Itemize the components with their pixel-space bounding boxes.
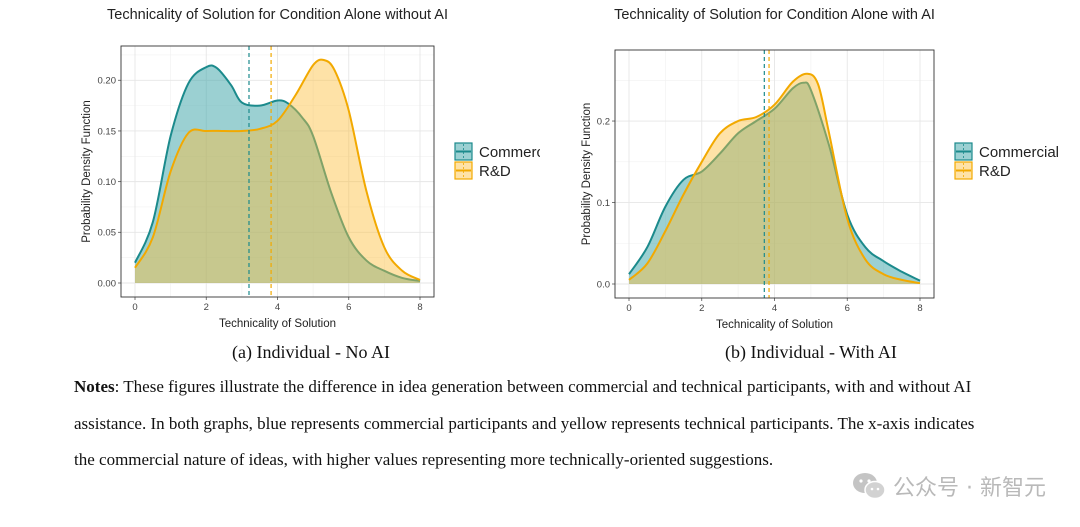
notes-text: : These figures illustrate the differenc…	[74, 377, 975, 469]
x-tick-label: 8	[417, 302, 422, 313]
x-tick-label: 6	[346, 302, 351, 313]
density-area-commercial	[135, 65, 420, 284]
plot-border	[120, 45, 435, 298]
y-axis-label: Probability Density Function	[81, 100, 93, 243]
caption-individual-with-ai: (b) Individual - With AI	[725, 342, 897, 362]
legend-item-commercial: Commercial	[454, 142, 540, 161]
notes-label: Notes	[74, 377, 115, 396]
x-tick-label: 2	[204, 302, 209, 313]
caption-individual-no-ai: (a) Individual - No AI	[232, 342, 390, 362]
figure-notes: Notes: These figures illustrate the diff…	[74, 369, 994, 479]
legend-item-r-d: R&D	[454, 161, 511, 180]
chart-individual-no-ai: Technicality of Solution for Condition A…	[81, 7, 540, 330]
legend-label-r-d: R&D	[479, 163, 511, 180]
x-tick-label: 4	[275, 302, 280, 313]
legend-label-commercial: Commercial	[979, 144, 1059, 161]
x-tick-label: 4	[772, 303, 777, 314]
x-tick-label: 0	[626, 303, 631, 314]
y-tick-label: 0.1	[597, 198, 610, 209]
x-tick-label: 0	[132, 302, 137, 313]
y-axis-label: Probability Density Function	[581, 103, 593, 246]
density-line-commercial	[134, 64, 421, 282]
x-tick-label: 6	[845, 303, 850, 314]
density-layer	[134, 58, 421, 284]
watermark-text: 公众号 · 新智元	[893, 476, 1046, 501]
legend-item-commercial: Commercial	[954, 142, 1059, 161]
y-tick-label: 0.00	[98, 278, 117, 289]
x-axis-label: Technicality of Solution	[219, 318, 336, 330]
legend-item-r-d: R&D	[954, 161, 1011, 180]
legend-label-commercial: Commercial	[479, 144, 540, 161]
legend-label-r-d: R&D	[979, 163, 1011, 180]
chart-title: Technicality of Solution for Condition A…	[107, 7, 448, 23]
chart-individual-with-ai: Technicality of Solution for Condition A…	[581, 7, 1059, 331]
y-tick-label: 0.05	[98, 228, 117, 239]
x-tick-label: 8	[917, 303, 922, 314]
wechat-icon	[853, 473, 886, 500]
x-axis-label: Technicality of Solution	[716, 319, 833, 331]
y-tick-label: 0.20	[98, 76, 117, 87]
y-tick-label: 0.0	[597, 279, 610, 290]
density-area-r-d	[629, 73, 920, 284]
density-line-r-d	[628, 72, 921, 285]
y-tick-label: 0.15	[98, 126, 117, 137]
density-area-commercial	[629, 82, 920, 284]
y-tick-label: 0.2	[597, 116, 610, 127]
x-tick-label: 2	[699, 303, 704, 314]
density-layer	[628, 72, 921, 285]
watermark: 公众号 · 新智元	[851, 470, 1046, 502]
density-line-r-d	[134, 58, 421, 281]
density-area-r-d	[135, 59, 420, 284]
y-tick-label: 0.10	[98, 177, 117, 188]
chart-title: Technicality of Solution for Condition A…	[614, 7, 935, 23]
density-line-commercial	[628, 81, 921, 282]
plot-border	[614, 49, 935, 299]
